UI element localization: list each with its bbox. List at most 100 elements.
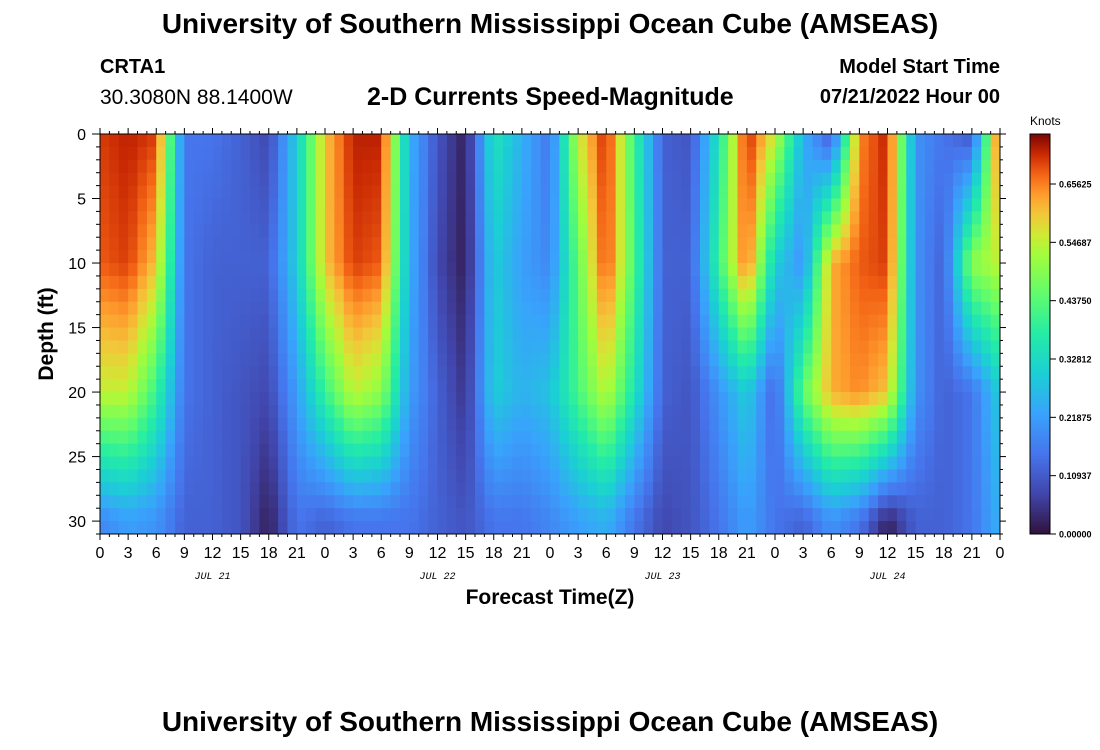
heatmap-cell	[793, 172, 804, 187]
heatmap-cell	[878, 146, 889, 161]
heatmap-cell	[850, 430, 860, 445]
heatmap-cell	[400, 340, 410, 354]
footer-title: University of Southern Mississippi Ocean…	[161, 706, 939, 737]
heatmap-cell	[203, 198, 214, 213]
heatmap-cell	[493, 185, 504, 200]
heatmap-cell	[446, 301, 457, 316]
heatmap-cells	[100, 134, 1000, 534]
heatmap-cell	[681, 146, 692, 161]
heatmap-cell	[784, 263, 795, 277]
heatmap-cell	[250, 288, 260, 303]
heatmap-cell	[287, 366, 298, 380]
heatmap-cell	[681, 263, 692, 277]
heatmap-cell	[821, 134, 832, 148]
heatmap-cell	[531, 301, 542, 316]
heatmap-cell	[362, 456, 373, 471]
heatmap-cell	[409, 353, 420, 367]
heatmap-cell	[784, 159, 795, 174]
heatmap-cell	[409, 404, 420, 419]
heatmap-cell	[400, 301, 410, 316]
heatmap-cell	[550, 146, 560, 161]
heatmap-cell	[878, 521, 889, 534]
heatmap-cell	[446, 211, 457, 225]
heatmap-cell	[765, 430, 776, 445]
heatmap-cell	[550, 392, 560, 406]
heatmap-cell	[212, 417, 223, 432]
heatmap-cell	[559, 456, 570, 471]
heatmap-cell	[371, 134, 382, 148]
heatmap-cell	[840, 392, 851, 406]
heatmap-cell	[681, 275, 692, 290]
heatmap-cell	[878, 185, 889, 200]
heatmap-cell	[840, 366, 851, 380]
x-tick-label: 18	[260, 545, 278, 562]
heatmap-cell	[728, 379, 739, 393]
heatmap-cell	[137, 482, 148, 496]
heatmap-cell	[109, 314, 120, 329]
heatmap-cell	[400, 275, 410, 290]
heatmap-cell	[409, 263, 420, 277]
heatmap-cell	[737, 508, 748, 522]
heatmap-cell	[746, 159, 757, 174]
heatmap-cell	[859, 288, 870, 303]
heatmap-cell	[812, 392, 823, 406]
heatmap-cell	[212, 275, 223, 290]
heatmap-cell	[184, 134, 195, 148]
heatmap-cell	[428, 469, 439, 483]
heatmap-cell	[606, 198, 617, 213]
heatmap-cell	[165, 250, 176, 264]
heatmap-cell	[212, 443, 223, 458]
heatmap-cell	[550, 521, 560, 534]
heatmap-cell	[296, 430, 307, 445]
heatmap-cell	[503, 521, 514, 534]
heatmap-cell	[793, 353, 804, 367]
heatmap-cell	[728, 263, 739, 277]
heatmap-cell	[100, 379, 110, 393]
heatmap-cell	[962, 314, 973, 329]
heatmap-cell	[728, 275, 739, 290]
heatmap-cell	[381, 392, 392, 406]
heatmap-cell	[793, 198, 804, 213]
heatmap-cell	[165, 159, 176, 174]
heatmap-cell	[765, 159, 776, 174]
chart-subtitle: 2-D Currents Speed-Magnitude	[367, 83, 734, 111]
heatmap-cell	[718, 404, 729, 419]
x-tick-label: 3	[349, 545, 358, 562]
heatmap-cell	[971, 327, 982, 342]
heatmap-cell	[268, 482, 279, 496]
heatmap-cell	[137, 314, 148, 329]
heatmap-cell	[625, 340, 635, 354]
heatmap-cell	[146, 185, 157, 200]
heatmap-cell	[146, 301, 157, 316]
heatmap-cell	[840, 146, 851, 161]
heatmap-cell	[550, 417, 560, 432]
heatmap-cell	[100, 198, 110, 213]
heatmap-cell	[765, 482, 776, 496]
heatmap-cell	[662, 172, 673, 187]
heatmap-cell	[165, 430, 176, 445]
colorbar-gradient	[1029, 133, 1051, 535]
heatmap-cell	[831, 301, 842, 316]
heatmap-cell	[943, 417, 954, 432]
heatmap-cell	[746, 185, 757, 200]
heatmap-cell	[428, 198, 439, 213]
heatmap-cell	[775, 185, 785, 200]
heatmap-cell	[990, 353, 1000, 367]
heatmap-cell	[718, 495, 729, 509]
heatmap-cell	[165, 224, 176, 238]
heatmap-cell	[615, 314, 626, 329]
heatmap-cell	[287, 250, 298, 264]
heatmap-cell	[390, 366, 401, 380]
heatmap-cell	[784, 417, 795, 432]
heatmap-cell	[812, 172, 823, 187]
heatmap-cell	[296, 404, 307, 419]
heatmap-cell	[456, 495, 467, 509]
heatmap-cell	[568, 172, 579, 187]
heatmap-cell	[634, 314, 645, 329]
heatmap-cell	[625, 146, 635, 161]
heatmap-cell	[109, 134, 120, 148]
heatmap-cell	[700, 521, 710, 534]
heatmap-cell	[531, 134, 542, 148]
heatmap-cell	[353, 288, 364, 303]
heatmap-cell	[437, 198, 448, 213]
